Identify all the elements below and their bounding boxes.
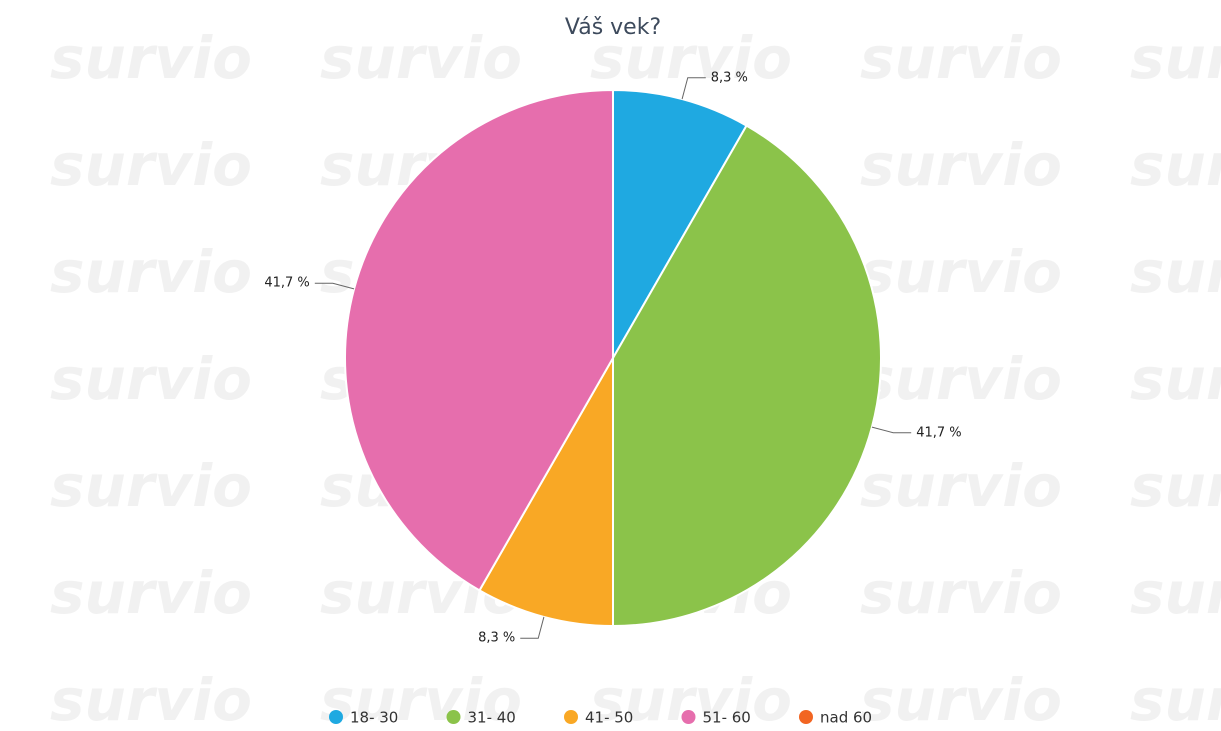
legend-label: 41- 50	[585, 709, 633, 727]
legend-marker	[446, 710, 461, 724]
leader-line	[314, 282, 355, 290]
watermark: survio	[1130, 559, 1221, 627]
watermark: survio	[1130, 238, 1221, 306]
watermark: survio	[50, 24, 252, 92]
chart-title: Váš vek?	[565, 15, 661, 40]
watermark: survio	[50, 345, 252, 413]
watermark: survio	[860, 666, 1062, 731]
legend-marker	[799, 710, 813, 724]
watermark: survio	[50, 452, 252, 520]
watermark: survio	[1130, 452, 1221, 520]
watermark: survio	[860, 131, 1062, 199]
watermark: survio	[50, 238, 252, 306]
pie-slice	[612, 88, 748, 362]
legend-marker	[564, 710, 578, 724]
watermark: survio	[860, 24, 1062, 92]
legend-label: 18- 30	[350, 709, 398, 727]
leader-line	[520, 616, 545, 639]
legend-marker	[329, 710, 343, 724]
watermark: survio	[50, 559, 252, 627]
watermark: survio	[320, 24, 522, 92]
watermark: survio	[860, 452, 1062, 520]
leader-line	[871, 426, 912, 434]
watermark: survio	[1130, 131, 1221, 199]
watermark: survio	[1130, 345, 1221, 413]
legend-label: nad 60	[820, 709, 872, 727]
watermark: survio	[1130, 666, 1221, 731]
watermark: survio	[860, 559, 1062, 627]
legend-marker	[681, 710, 696, 724]
data-label: 41,7 %	[916, 425, 961, 440]
data-label: 41,7 %	[264, 276, 309, 291]
legend-label: 51- 60	[703, 709, 751, 727]
watermark: survio	[50, 666, 252, 731]
watermark: survio	[590, 24, 792, 92]
data-label: 8,3 %	[711, 70, 748, 85]
watermark: survio	[50, 131, 252, 199]
pie-slice	[478, 354, 614, 628]
legend-label: 31- 40	[468, 709, 516, 727]
data-label: 8,3 %	[478, 631, 515, 646]
watermark: survio	[1130, 24, 1221, 92]
watermark: survio	[860, 345, 1062, 413]
leader-line	[681, 77, 706, 100]
watermark: survio	[860, 238, 1062, 306]
watermark: survio	[320, 666, 522, 731]
